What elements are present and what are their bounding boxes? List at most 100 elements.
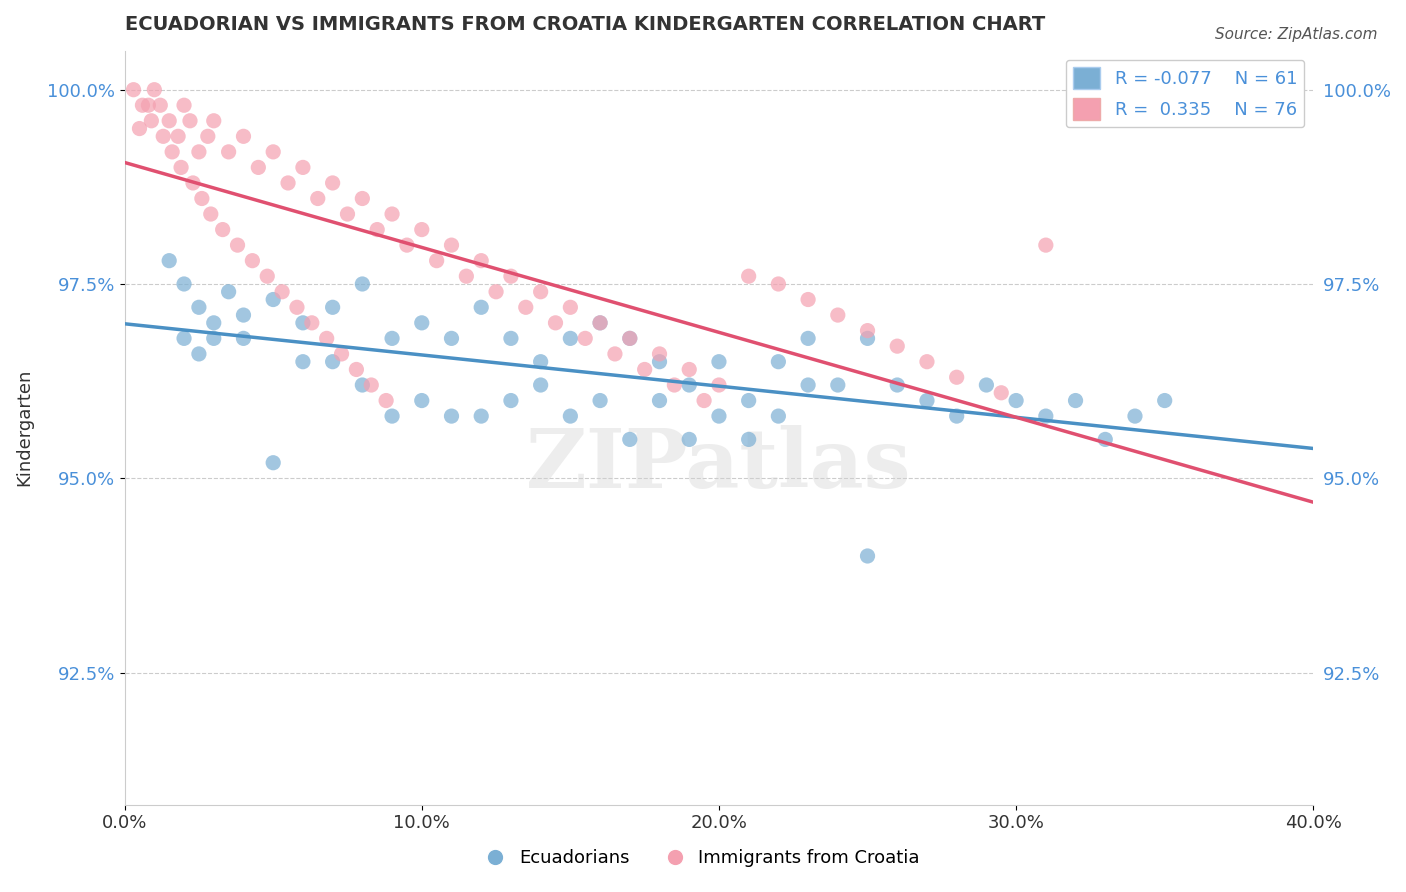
Point bbox=[173, 98, 195, 112]
Point bbox=[737, 433, 759, 447]
Point bbox=[693, 393, 716, 408]
Point bbox=[322, 176, 344, 190]
Point bbox=[560, 301, 582, 315]
Point bbox=[277, 176, 299, 190]
Point bbox=[256, 269, 278, 284]
Point bbox=[470, 253, 492, 268]
Point bbox=[179, 113, 201, 128]
Point bbox=[149, 98, 172, 112]
Point bbox=[232, 129, 254, 144]
Point bbox=[797, 293, 820, 307]
Point bbox=[381, 331, 404, 345]
Point bbox=[990, 385, 1012, 400]
Point bbox=[707, 354, 730, 368]
Point bbox=[360, 378, 382, 392]
Point bbox=[218, 145, 240, 159]
Point bbox=[191, 192, 214, 206]
Text: ECUADORIAN VS IMMIGRANTS FROM CROATIA KINDERGARTEN CORRELATION CHART: ECUADORIAN VS IMMIGRANTS FROM CROATIA KI… bbox=[125, 15, 1045, 34]
Point bbox=[768, 409, 790, 423]
Point bbox=[470, 409, 492, 423]
Point bbox=[187, 347, 209, 361]
Point bbox=[560, 409, 582, 423]
Point bbox=[945, 370, 967, 384]
Point bbox=[648, 354, 671, 368]
Point bbox=[152, 129, 174, 144]
Point bbox=[619, 331, 641, 345]
Point bbox=[131, 98, 153, 112]
Point bbox=[141, 113, 163, 128]
Point bbox=[315, 331, 337, 345]
Point bbox=[664, 378, 686, 392]
Point bbox=[218, 285, 240, 299]
Point bbox=[915, 393, 938, 408]
Point bbox=[262, 293, 284, 307]
Point bbox=[530, 378, 553, 392]
Y-axis label: Kindergarten: Kindergarten bbox=[15, 369, 32, 486]
Point bbox=[530, 285, 553, 299]
Point bbox=[1123, 409, 1146, 423]
Point bbox=[395, 238, 418, 252]
Point bbox=[797, 331, 820, 345]
Point bbox=[247, 161, 270, 175]
Point bbox=[170, 161, 193, 175]
Point bbox=[945, 409, 967, 423]
Point bbox=[381, 207, 404, 221]
Point bbox=[707, 378, 730, 392]
Legend: Ecuadorians, Immigrants from Croatia: Ecuadorians, Immigrants from Croatia bbox=[479, 842, 927, 874]
Point bbox=[440, 409, 463, 423]
Point bbox=[530, 354, 553, 368]
Text: ZIPatlas: ZIPatlas bbox=[526, 425, 911, 506]
Point bbox=[544, 316, 567, 330]
Point bbox=[707, 409, 730, 423]
Point bbox=[827, 378, 849, 392]
Point bbox=[678, 378, 700, 392]
Point bbox=[242, 253, 264, 268]
Point bbox=[827, 308, 849, 322]
Point bbox=[344, 362, 367, 376]
Point bbox=[202, 113, 225, 128]
Point bbox=[589, 316, 612, 330]
Point bbox=[232, 308, 254, 322]
Point bbox=[440, 238, 463, 252]
Point bbox=[173, 331, 195, 345]
Point bbox=[200, 207, 222, 221]
Point bbox=[634, 362, 657, 376]
Point bbox=[886, 339, 908, 353]
Point bbox=[352, 378, 374, 392]
Point bbox=[768, 277, 790, 291]
Point bbox=[202, 331, 225, 345]
Point bbox=[499, 269, 522, 284]
Point bbox=[797, 378, 820, 392]
Point bbox=[440, 331, 463, 345]
Point bbox=[375, 393, 398, 408]
Point bbox=[181, 176, 204, 190]
Point bbox=[515, 301, 537, 315]
Point bbox=[138, 98, 160, 112]
Point bbox=[678, 433, 700, 447]
Point bbox=[470, 301, 492, 315]
Point bbox=[1064, 393, 1087, 408]
Point bbox=[336, 207, 359, 221]
Point bbox=[187, 145, 209, 159]
Point bbox=[560, 331, 582, 345]
Point bbox=[322, 301, 344, 315]
Point bbox=[262, 456, 284, 470]
Point bbox=[262, 145, 284, 159]
Point bbox=[856, 324, 879, 338]
Point bbox=[1153, 393, 1175, 408]
Point bbox=[648, 347, 671, 361]
Point bbox=[574, 331, 596, 345]
Point bbox=[737, 269, 759, 284]
Point bbox=[226, 238, 249, 252]
Point bbox=[330, 347, 353, 361]
Point bbox=[291, 161, 314, 175]
Point bbox=[648, 393, 671, 408]
Point bbox=[603, 347, 626, 361]
Point bbox=[143, 83, 166, 97]
Point bbox=[128, 121, 150, 136]
Point bbox=[366, 222, 388, 236]
Point bbox=[426, 253, 449, 268]
Point bbox=[232, 331, 254, 345]
Point bbox=[589, 393, 612, 408]
Point bbox=[381, 409, 404, 423]
